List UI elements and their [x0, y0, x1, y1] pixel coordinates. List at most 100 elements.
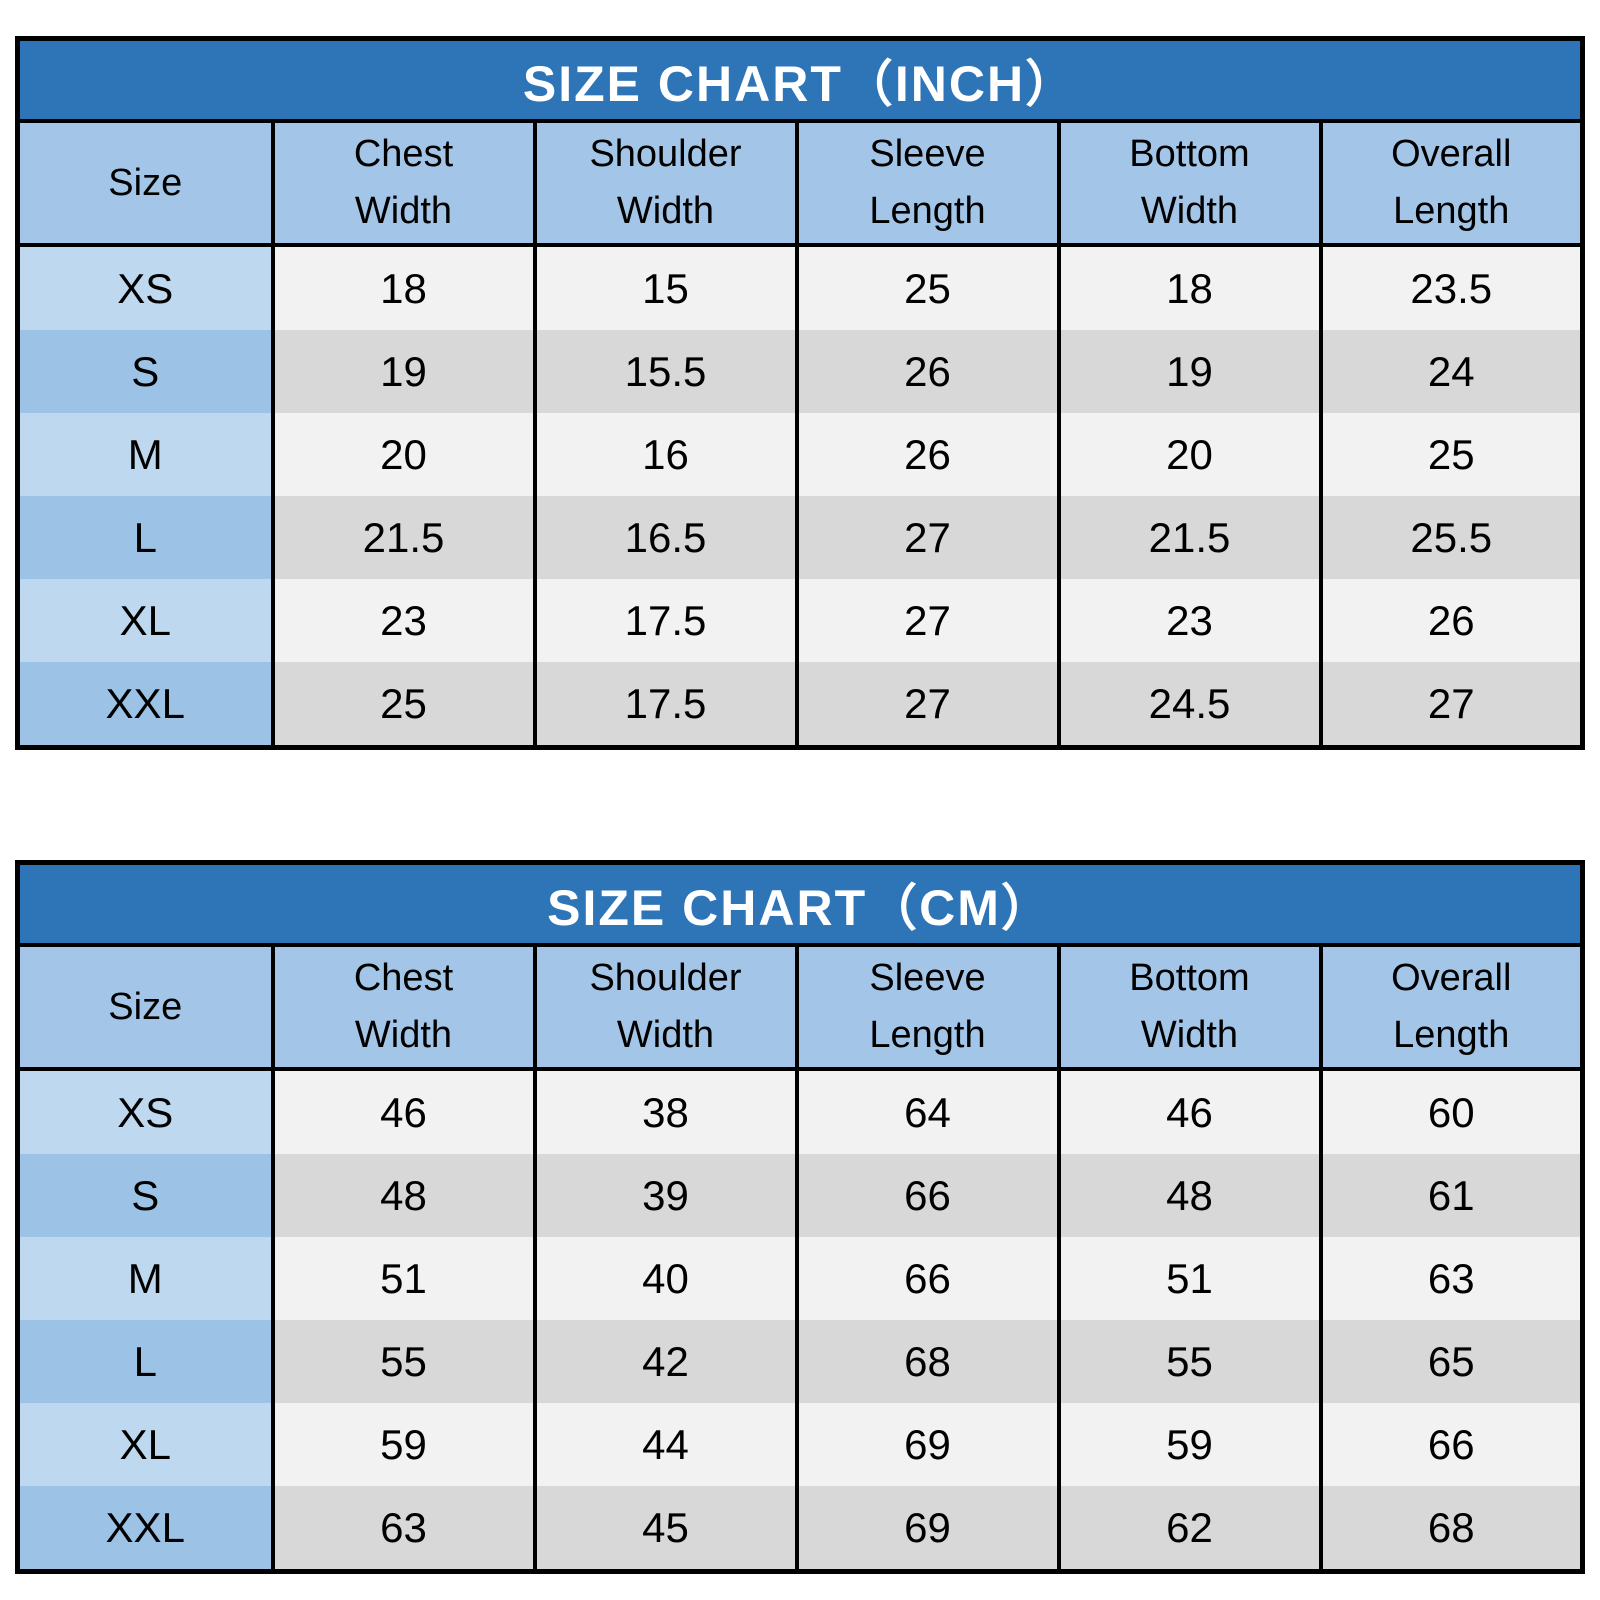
table-row: XL 59 44 69 59 66 — [15, 1403, 1585, 1486]
table-row: XS 46 38 64 46 60 — [15, 1069, 1585, 1154]
size-chart-table-cm: SIZE CHART（CM） Size Chest Width Shoulder… — [15, 860, 1585, 1574]
value-cell: 48 — [1056, 1154, 1323, 1237]
table-row: S 48 39 66 48 61 — [15, 1154, 1585, 1237]
value-cell: 24 — [1318, 330, 1585, 413]
value-cell: 63 — [1318, 1237, 1585, 1320]
value-cell: 40 — [532, 1237, 799, 1320]
column-header-shoulder-width: Shoulder Width — [532, 121, 799, 247]
table-header-row: Size Chest Width Shoulder Width Sleeve L… — [15, 945, 1585, 1071]
value-cell: 25 — [794, 245, 1061, 330]
value-cell: 27 — [794, 662, 1061, 748]
column-header-shoulder-width: Shoulder Width — [532, 945, 799, 1071]
size-cell: XS — [15, 1069, 275, 1154]
column-header-overall-length: Overall Length — [1318, 121, 1585, 247]
size-cell: XL — [15, 1403, 275, 1486]
column-header-overall-length: Overall Length — [1318, 945, 1585, 1071]
value-cell: 65 — [1318, 1320, 1585, 1403]
table-title-row: SIZE CHART（CM） — [17, 862, 1583, 947]
size-cell: XS — [15, 245, 275, 330]
table-row: XXL 63 45 69 62 68 — [15, 1486, 1585, 1572]
column-header-chest-width: Chest Width — [270, 121, 537, 247]
value-cell: 48 — [270, 1154, 537, 1237]
value-cell: 66 — [794, 1237, 1061, 1320]
size-cell: XXL — [15, 1486, 275, 1572]
value-cell: 27 — [794, 496, 1061, 579]
size-cell: L — [15, 1320, 275, 1403]
value-cell: 25 — [1318, 413, 1585, 496]
value-cell: 68 — [794, 1320, 1061, 1403]
size-cell: XL — [15, 579, 275, 662]
value-cell: 45 — [532, 1486, 799, 1572]
value-cell: 15 — [532, 245, 799, 330]
value-cell: 51 — [1056, 1237, 1323, 1320]
table-row: S 19 15.5 26 19 24 — [15, 330, 1585, 413]
size-cell: M — [15, 1237, 275, 1320]
value-cell: 55 — [1056, 1320, 1323, 1403]
value-cell: 64 — [794, 1069, 1061, 1154]
value-cell: 62 — [1056, 1486, 1323, 1572]
value-cell: 23 — [1056, 579, 1323, 662]
value-cell: 21.5 — [1056, 496, 1323, 579]
value-cell: 44 — [532, 1403, 799, 1486]
column-header-label: Size — [108, 985, 183, 1028]
value-cell: 21.5 — [270, 496, 537, 579]
value-cell: 59 — [1056, 1403, 1323, 1486]
value-cell: 46 — [270, 1069, 537, 1154]
column-header-sleeve-length: Sleeve Length — [794, 945, 1061, 1071]
value-cell: 46 — [1056, 1069, 1323, 1154]
table-row: L 21.5 16.5 27 21.5 25.5 — [15, 496, 1585, 579]
value-cell: 25.5 — [1318, 496, 1585, 579]
table-title-cm: SIZE CHART（CM） — [17, 862, 1583, 947]
column-header-size: Size — [15, 121, 275, 247]
value-cell: 19 — [1056, 330, 1323, 413]
value-cell: 69 — [794, 1403, 1061, 1486]
value-cell: 25 — [270, 662, 537, 748]
value-cell: 60 — [1318, 1069, 1585, 1154]
value-cell: 51 — [270, 1237, 537, 1320]
table-row: XXL 25 17.5 27 24.5 27 — [15, 662, 1585, 748]
value-cell: 69 — [794, 1486, 1061, 1572]
value-cell: 24.5 — [1056, 662, 1323, 748]
size-cell: S — [15, 1154, 275, 1237]
value-cell: 55 — [270, 1320, 537, 1403]
value-cell: 15.5 — [532, 330, 799, 413]
value-cell: 38 — [532, 1069, 799, 1154]
column-header-bottom-width: Bottom Width — [1056, 121, 1323, 247]
table-title-row: SIZE CHART（INCH） — [17, 38, 1583, 123]
size-cell: M — [15, 413, 275, 496]
value-cell: 63 — [270, 1486, 537, 1572]
value-cell: 26 — [794, 413, 1061, 496]
value-cell: 16 — [532, 413, 799, 496]
value-cell: 16.5 — [532, 496, 799, 579]
value-cell: 17.5 — [532, 662, 799, 748]
value-cell: 18 — [270, 245, 537, 330]
value-cell: 59 — [270, 1403, 537, 1486]
value-cell: 42 — [532, 1320, 799, 1403]
value-cell: 61 — [1318, 1154, 1585, 1237]
column-header-size: Size — [15, 945, 275, 1071]
value-cell: 23 — [270, 579, 537, 662]
value-cell: 66 — [794, 1154, 1061, 1237]
value-cell: 18 — [1056, 245, 1323, 330]
column-header-bottom-width: Bottom Width — [1056, 945, 1323, 1071]
value-cell: 27 — [794, 579, 1061, 662]
value-cell: 19 — [270, 330, 537, 413]
column-header-label: Size — [108, 161, 183, 204]
size-cell: S — [15, 330, 275, 413]
column-header-sleeve-length: Sleeve Length — [794, 121, 1061, 247]
size-cell: L — [15, 496, 275, 579]
column-header-chest-width: Chest Width — [270, 945, 537, 1071]
table-row: XS 18 15 25 18 23.5 — [15, 245, 1585, 330]
value-cell: 23.5 — [1318, 245, 1585, 330]
value-cell: 17.5 — [532, 579, 799, 662]
value-cell: 26 — [1318, 579, 1585, 662]
table-row: L 55 42 68 55 65 — [15, 1320, 1585, 1403]
value-cell: 26 — [794, 330, 1061, 413]
table-row: M 51 40 66 51 63 — [15, 1237, 1585, 1320]
size-chart-table-inch: SIZE CHART（INCH） Size Chest Width Should… — [15, 36, 1585, 750]
value-cell: 27 — [1318, 662, 1585, 748]
value-cell: 66 — [1318, 1403, 1585, 1486]
table-title-inch: SIZE CHART（INCH） — [17, 38, 1583, 123]
table-row: XL 23 17.5 27 23 26 — [15, 579, 1585, 662]
